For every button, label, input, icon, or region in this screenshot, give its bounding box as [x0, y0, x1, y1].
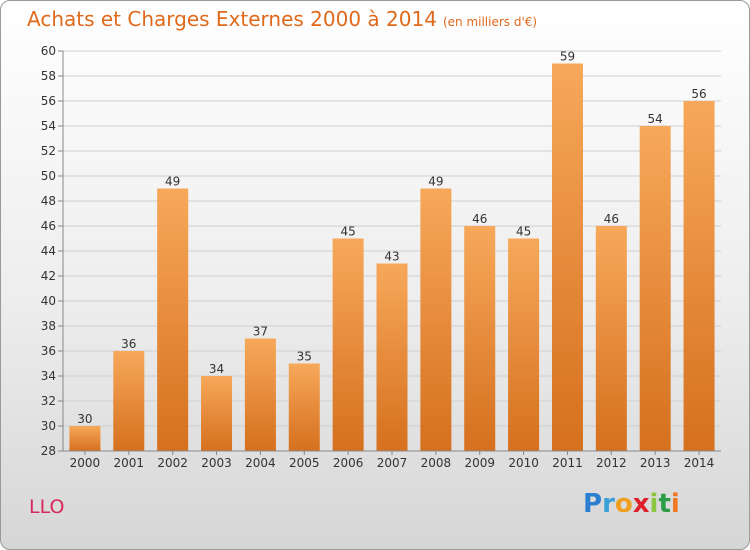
- bar-value-label: 35: [297, 350, 312, 364]
- y-tick-label: 34: [41, 369, 56, 383]
- y-tick-label: 54: [41, 119, 56, 133]
- y-tick-label: 32: [41, 394, 56, 408]
- y-tick-label: 48: [41, 194, 56, 208]
- x-tick-label: 2006: [333, 456, 364, 470]
- bar-value-label: 49: [165, 175, 180, 189]
- x-tick-label: 2013: [640, 456, 671, 470]
- bar: [464, 226, 496, 451]
- y-tick-label: 38: [41, 319, 56, 333]
- location-label: LLO: [29, 496, 65, 518]
- x-tick-label: 2002: [157, 456, 188, 470]
- x-tick-label: 2012: [596, 456, 627, 470]
- y-tick-label: 44: [41, 244, 56, 258]
- bar: [376, 263, 408, 451]
- x-tick-label: 2003: [201, 456, 232, 470]
- x-tick-label: 2000: [70, 456, 101, 470]
- bar-value-label: 34: [209, 362, 224, 376]
- bar: [683, 101, 715, 451]
- bar-value-label: 45: [516, 225, 531, 239]
- proxiti-logo: Proxiti: [583, 489, 680, 519]
- chart-title: Achats et Charges Externes 2000 à 2014 (e…: [27, 7, 537, 31]
- bar-value-label: 46: [604, 212, 619, 226]
- y-tick-label: 60: [41, 44, 56, 58]
- bar: [69, 426, 101, 451]
- bar: [420, 188, 452, 451]
- x-tick-label: 2001: [114, 456, 145, 470]
- y-tick-label: 40: [41, 294, 56, 308]
- bar: [639, 126, 671, 451]
- bar: [551, 63, 583, 451]
- y-tick-label: 58: [41, 69, 56, 83]
- bar: [508, 238, 540, 451]
- bar-value-label: 49: [428, 175, 443, 189]
- x-tick-label: 2007: [377, 456, 408, 470]
- bar-value-label: 30: [77, 412, 92, 426]
- x-tick-label: 2009: [464, 456, 495, 470]
- bar-value-label: 54: [648, 112, 663, 126]
- bar-value-label: 45: [340, 225, 355, 239]
- bar-value-label: 37: [253, 325, 268, 339]
- bar: [201, 376, 233, 451]
- bar-value-label: 43: [384, 250, 399, 264]
- bar: [288, 363, 320, 451]
- y-tick-label: 56: [41, 94, 56, 108]
- bar-value-label: 36: [121, 337, 136, 351]
- x-tick-label: 2005: [289, 456, 320, 470]
- x-tick-label: 2010: [508, 456, 539, 470]
- title-text: Achats et Charges Externes 2000 à 2014: [27, 7, 437, 31]
- y-tick-label: 36: [41, 344, 56, 358]
- bar: [157, 188, 189, 451]
- bar: [332, 238, 364, 451]
- x-tick-label: 2011: [552, 456, 583, 470]
- bar: [595, 226, 627, 451]
- x-tick-label: 2004: [245, 456, 276, 470]
- bar-value-label: 56: [691, 87, 706, 101]
- x-tick-label: 2014: [684, 456, 715, 470]
- y-tick-label: 52: [41, 144, 56, 158]
- x-tick-label: 2008: [421, 456, 452, 470]
- y-tick-label: 50: [41, 169, 56, 183]
- chart-subtitle: (en milliers d'€): [442, 15, 538, 29]
- y-tick-label: 46: [41, 219, 56, 233]
- bar-value-label: 59: [560, 50, 575, 64]
- bar-value-label: 46: [472, 212, 487, 226]
- y-tick-label: 28: [41, 444, 56, 458]
- y-tick-label: 30: [41, 419, 56, 433]
- bar: [244, 338, 276, 451]
- bar: [113, 351, 145, 451]
- y-tick-label: 42: [41, 269, 56, 283]
